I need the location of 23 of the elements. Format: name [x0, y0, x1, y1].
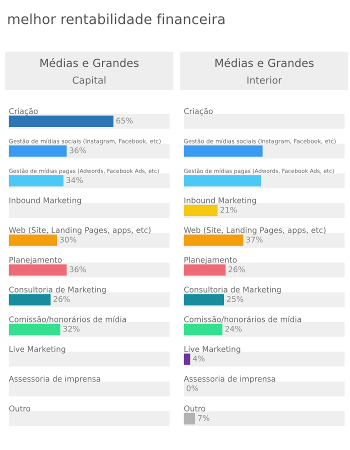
bar — [184, 324, 222, 336]
bar — [184, 411, 345, 426]
bar — [184, 234, 244, 246]
bar — [8, 175, 64, 186]
bar — [8, 145, 67, 157]
text: melhor rentabilidade financeira — [8, 14, 224, 24]
bar — [184, 352, 345, 367]
bar — [8, 324, 60, 336]
bar — [184, 204, 218, 216]
bar — [184, 413, 196, 424]
bar — [184, 175, 262, 186]
bar — [8, 294, 51, 306]
bar — [184, 354, 190, 365]
bar — [8, 234, 58, 246]
bar — [184, 264, 226, 276]
chart-subtitle: Capital — [72, 76, 106, 86]
bar — [8, 116, 114, 127]
chart-subtitle: Interior — [247, 76, 282, 84]
bar — [8, 264, 67, 276]
bar — [184, 294, 224, 306]
chart-title: Médias e Grandes — [40, 58, 139, 68]
chart-title: Médias e Grandes — [215, 58, 314, 68]
bar — [184, 145, 263, 157]
